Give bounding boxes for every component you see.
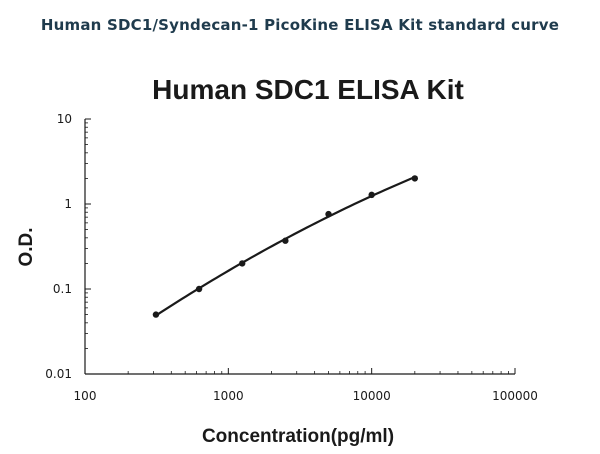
x-tick-label: 10000 [353,389,391,403]
y-tick-label: 1 [64,197,72,211]
data-point [411,175,419,182]
x-axis-label: Concentration(pg/ml) [202,426,394,447]
chart-title: Human SDC1 ELISA Kit [152,74,464,105]
data-point [195,285,203,293]
y-tick-label: 10 [57,112,72,126]
data-point [282,237,289,244]
data-point [368,191,375,199]
fit-curve [155,176,416,317]
x-tick-label: 100000 [492,389,538,403]
data-point [152,311,160,318]
y-tick-label: 0.1 [53,282,72,296]
page-title: Human SDC1/Syndecan-1 PicoKine ELISA Kit… [40,16,560,34]
y-tick-label: 0.01 [45,367,72,381]
x-tick-label: 100 [74,389,97,403]
x-tick-label: 1000 [213,389,244,403]
data-point [325,210,332,218]
data-marks [152,175,419,318]
y-axis-label: O.D. [16,227,37,266]
data-point [239,260,246,267]
